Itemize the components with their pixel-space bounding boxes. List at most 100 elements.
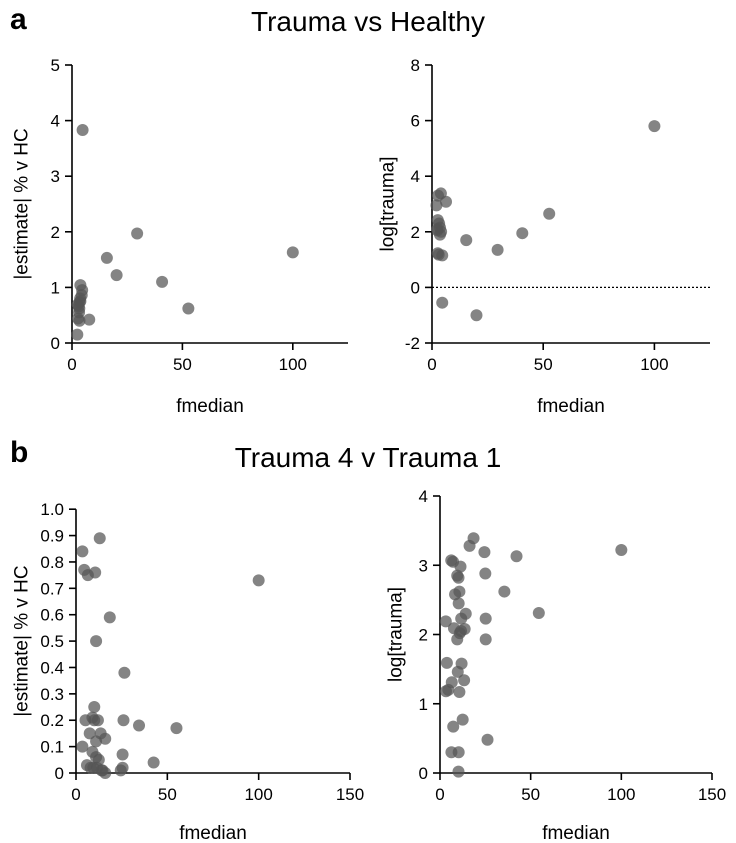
y-tick-label: 1.0 <box>40 500 64 519</box>
y-tick-label: 4 <box>419 487 428 506</box>
y-axis-label: log[trauma] <box>386 587 407 682</box>
data-point <box>103 611 116 624</box>
data-point <box>455 612 468 625</box>
y-axis-label: |estimate| % v HC <box>12 565 33 716</box>
data-point <box>470 309 483 322</box>
y-tick-label: 3 <box>419 556 428 575</box>
data-point <box>436 296 449 309</box>
data-point <box>99 767 112 779</box>
data-point <box>116 761 129 774</box>
data-point <box>648 120 661 133</box>
data-point <box>481 733 494 746</box>
data-point <box>479 612 492 625</box>
x-axis-label: fmedian <box>179 823 247 843</box>
data-point <box>479 633 492 646</box>
data-point <box>81 569 94 582</box>
x-tick-label: 50 <box>521 785 540 804</box>
y-tick-label: 0.3 <box>40 685 64 704</box>
data-point <box>131 227 144 240</box>
y-tick-label: 0.9 <box>40 527 64 546</box>
data-point <box>451 665 464 678</box>
data-point <box>286 246 299 259</box>
data-point <box>452 571 465 584</box>
data-point <box>90 751 103 764</box>
y-tick-label: 4 <box>411 167 420 186</box>
data-point <box>510 550 523 563</box>
data-point <box>156 275 169 288</box>
data-point <box>454 560 467 573</box>
data-point <box>439 615 452 628</box>
data-point <box>88 701 101 714</box>
x-tick-label: 50 <box>173 355 192 374</box>
data-point <box>76 740 89 753</box>
y-tick-label: 0.5 <box>40 632 64 651</box>
y-tick-label: 0 <box>55 764 64 783</box>
data-point <box>147 756 160 769</box>
y-axis-label: |estimate| % v HC <box>12 128 33 279</box>
y-tick-label: 0 <box>419 764 428 783</box>
y-tick-label: 1 <box>51 278 60 297</box>
data-point <box>453 685 466 698</box>
x-tick-label: 0 <box>71 785 80 804</box>
data-point <box>71 328 84 341</box>
y-tick-label: 6 <box>411 112 420 131</box>
data-point <box>479 567 492 580</box>
data-point <box>435 225 448 238</box>
data-point <box>83 313 96 326</box>
panel-a-letter: a <box>10 3 27 36</box>
data-point <box>170 722 183 735</box>
data-point <box>615 544 628 557</box>
data-point <box>76 545 89 558</box>
data-point <box>440 195 453 208</box>
data-point <box>252 574 265 587</box>
data-point <box>543 207 556 220</box>
data-point <box>458 674 471 687</box>
y-tick-label: 4 <box>51 112 60 131</box>
x-tick-label: 100 <box>640 355 668 374</box>
x-axis-label: fmedian <box>542 823 610 843</box>
data-point <box>452 746 465 759</box>
data-point <box>532 607 545 620</box>
x-tick-label: 50 <box>534 355 553 374</box>
y-tick-label: 5 <box>51 56 60 75</box>
x-tick-label: 150 <box>698 785 726 804</box>
data-point <box>491 243 504 256</box>
data-point <box>72 300 85 313</box>
data-point <box>133 719 146 732</box>
data-point <box>182 302 195 315</box>
x-tick-label: 150 <box>336 785 364 804</box>
y-tick-label: 0 <box>51 334 60 353</box>
y-tick-label: 0.1 <box>40 738 64 757</box>
y-tick-label: 0 <box>411 278 420 297</box>
data-point <box>73 314 86 327</box>
y-tick-label: 2 <box>411 223 420 242</box>
y-tick-label: 0.7 <box>40 579 64 598</box>
data-point <box>498 585 511 598</box>
y-tick-label: 0.8 <box>40 553 64 572</box>
panel-b-title: Trauma 4 v Trauma 1 <box>234 442 502 473</box>
x-tick-label: 100 <box>244 785 272 804</box>
y-tick-label: 1 <box>419 695 428 714</box>
y-axis-label: log[trauma] <box>378 156 399 251</box>
x-tick-label: 100 <box>279 355 307 374</box>
data-point <box>116 748 129 761</box>
y-tick-label: 8 <box>411 56 420 75</box>
y-tick-label: 2 <box>419 626 428 645</box>
x-tick-label: 100 <box>607 785 635 804</box>
y-tick-label: 0.6 <box>40 606 64 625</box>
data-point <box>117 714 130 727</box>
data-point <box>452 597 465 610</box>
data-point <box>451 633 464 646</box>
x-tick-label: 0 <box>435 785 444 804</box>
data-point <box>456 713 469 726</box>
y-tick-label: 3 <box>51 167 60 186</box>
panel-b-letter: b <box>10 436 29 469</box>
panel-a-title: Trauma vs Healthy <box>251 6 485 37</box>
data-point <box>439 685 452 698</box>
data-point <box>91 714 104 727</box>
x-axis-label: fmedian <box>537 396 605 417</box>
